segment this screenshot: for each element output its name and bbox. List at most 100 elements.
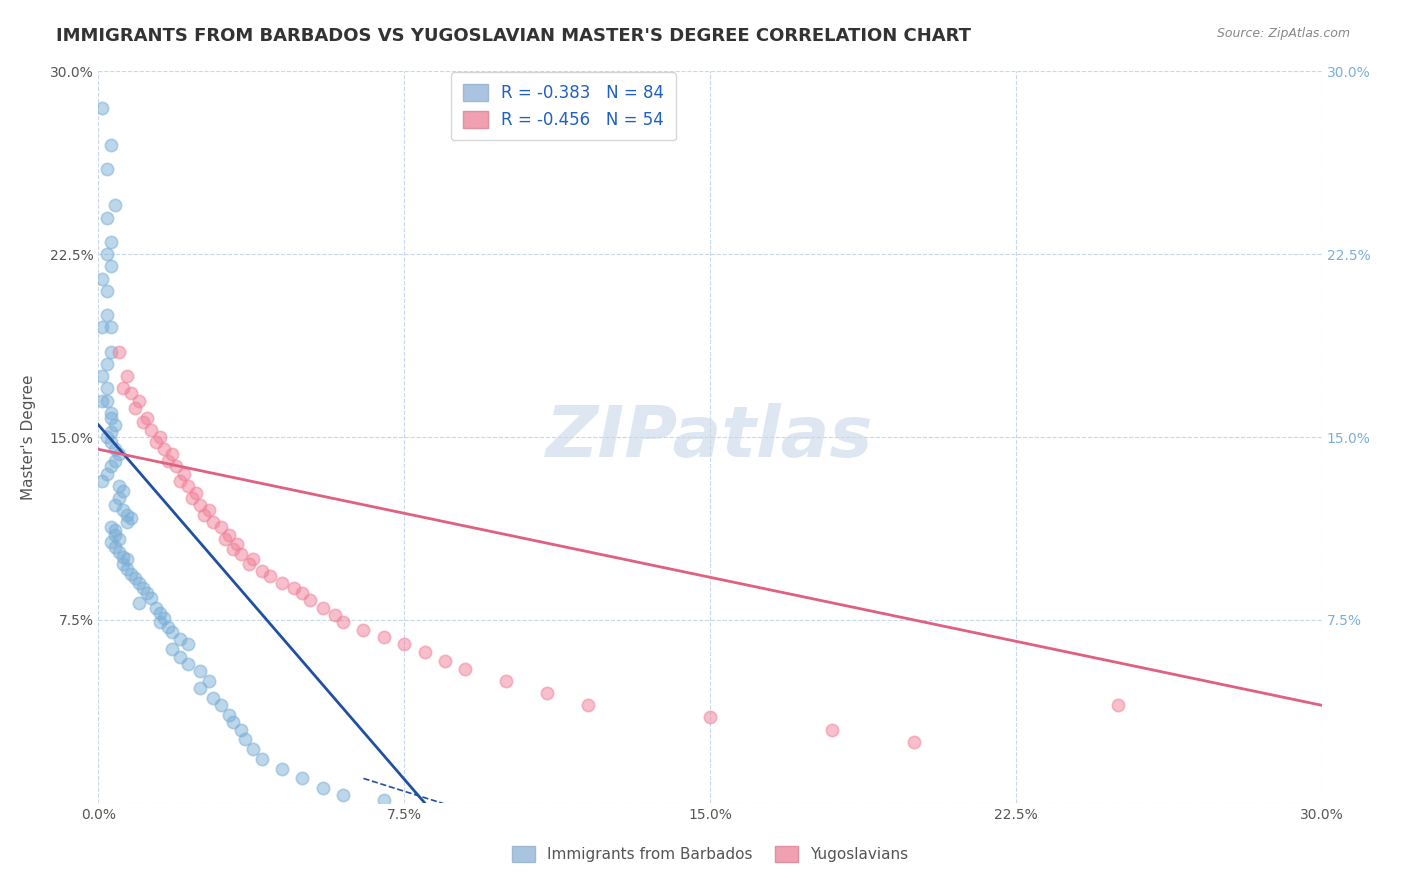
Point bbox=[259, 569, 281, 583]
Point bbox=[108, 544, 131, 558]
Legend: Immigrants from Barbados, Yugoslavians: Immigrants from Barbados, Yugoslavians bbox=[506, 840, 914, 868]
Point bbox=[104, 454, 127, 468]
Point bbox=[96, 247, 118, 261]
Point bbox=[218, 708, 240, 723]
Point bbox=[186, 486, 208, 500]
Point bbox=[165, 459, 187, 474]
Point bbox=[903, 735, 925, 749]
Point bbox=[96, 357, 118, 371]
Point bbox=[132, 581, 155, 595]
Point bbox=[149, 615, 172, 630]
Point bbox=[100, 344, 122, 359]
Point bbox=[218, 527, 240, 541]
Point bbox=[100, 520, 122, 534]
Point bbox=[177, 657, 200, 671]
Point bbox=[120, 566, 142, 581]
Point bbox=[299, 593, 322, 607]
Point bbox=[96, 308, 118, 322]
Point bbox=[124, 572, 146, 586]
Point bbox=[197, 503, 219, 517]
Point bbox=[111, 503, 134, 517]
Point bbox=[352, 623, 374, 637]
Point bbox=[115, 516, 138, 530]
Point bbox=[141, 423, 163, 437]
Point bbox=[104, 523, 127, 537]
Point bbox=[214, 533, 236, 547]
Point bbox=[169, 649, 191, 664]
Point bbox=[96, 467, 118, 481]
Point bbox=[495, 673, 517, 688]
Point bbox=[152, 442, 174, 457]
Point bbox=[373, 630, 395, 644]
Point bbox=[413, 645, 436, 659]
Point bbox=[91, 474, 114, 488]
Point bbox=[188, 681, 212, 696]
Point bbox=[128, 393, 150, 408]
Point bbox=[242, 552, 264, 566]
Point bbox=[188, 499, 212, 513]
Point bbox=[104, 499, 127, 513]
Point bbox=[141, 591, 163, 605]
Point bbox=[136, 410, 159, 425]
Point bbox=[128, 596, 150, 610]
Point bbox=[96, 381, 118, 395]
Point bbox=[201, 516, 224, 530]
Point bbox=[96, 284, 118, 298]
Point bbox=[373, 793, 395, 807]
Point bbox=[392, 637, 416, 651]
Point bbox=[100, 260, 122, 274]
Point bbox=[100, 235, 122, 249]
Point bbox=[270, 576, 294, 591]
Point bbox=[111, 381, 134, 395]
Point bbox=[100, 320, 122, 334]
Point bbox=[104, 527, 127, 541]
Point bbox=[100, 434, 122, 449]
Point bbox=[100, 406, 122, 420]
Point bbox=[156, 454, 179, 468]
Point bbox=[1107, 698, 1129, 713]
Point bbox=[152, 610, 174, 624]
Point bbox=[242, 742, 264, 756]
Point bbox=[108, 479, 131, 493]
Point bbox=[312, 781, 335, 796]
Point bbox=[96, 430, 118, 444]
Point bbox=[312, 600, 335, 615]
Point bbox=[115, 508, 138, 522]
Point bbox=[231, 723, 253, 737]
Point bbox=[108, 447, 131, 461]
Point bbox=[108, 533, 131, 547]
Point bbox=[160, 642, 183, 657]
Point bbox=[283, 581, 305, 595]
Point bbox=[104, 198, 127, 212]
Point bbox=[91, 369, 114, 384]
Point bbox=[120, 386, 142, 401]
Point bbox=[100, 137, 122, 152]
Point bbox=[128, 576, 150, 591]
Point bbox=[145, 434, 167, 449]
Point bbox=[104, 417, 127, 432]
Point bbox=[434, 654, 457, 668]
Point bbox=[323, 608, 346, 623]
Point bbox=[100, 535, 122, 549]
Point bbox=[115, 369, 138, 384]
Point bbox=[115, 552, 138, 566]
Point bbox=[821, 723, 844, 737]
Point bbox=[96, 393, 118, 408]
Point bbox=[96, 211, 118, 225]
Point bbox=[250, 564, 273, 578]
Point bbox=[201, 690, 224, 705]
Point bbox=[233, 732, 256, 747]
Point bbox=[177, 637, 200, 651]
Point bbox=[145, 600, 167, 615]
Point bbox=[169, 474, 191, 488]
Point bbox=[149, 430, 172, 444]
Point bbox=[169, 632, 191, 647]
Text: IMMIGRANTS FROM BARBADOS VS YUGOSLAVIAN MASTER'S DEGREE CORRELATION CHART: IMMIGRANTS FROM BARBADOS VS YUGOSLAVIAN … bbox=[56, 27, 972, 45]
Point bbox=[173, 467, 195, 481]
Point bbox=[120, 510, 142, 524]
Point bbox=[104, 540, 127, 554]
Point bbox=[238, 557, 260, 571]
Point bbox=[100, 459, 122, 474]
Point bbox=[108, 344, 131, 359]
Point bbox=[91, 101, 114, 115]
